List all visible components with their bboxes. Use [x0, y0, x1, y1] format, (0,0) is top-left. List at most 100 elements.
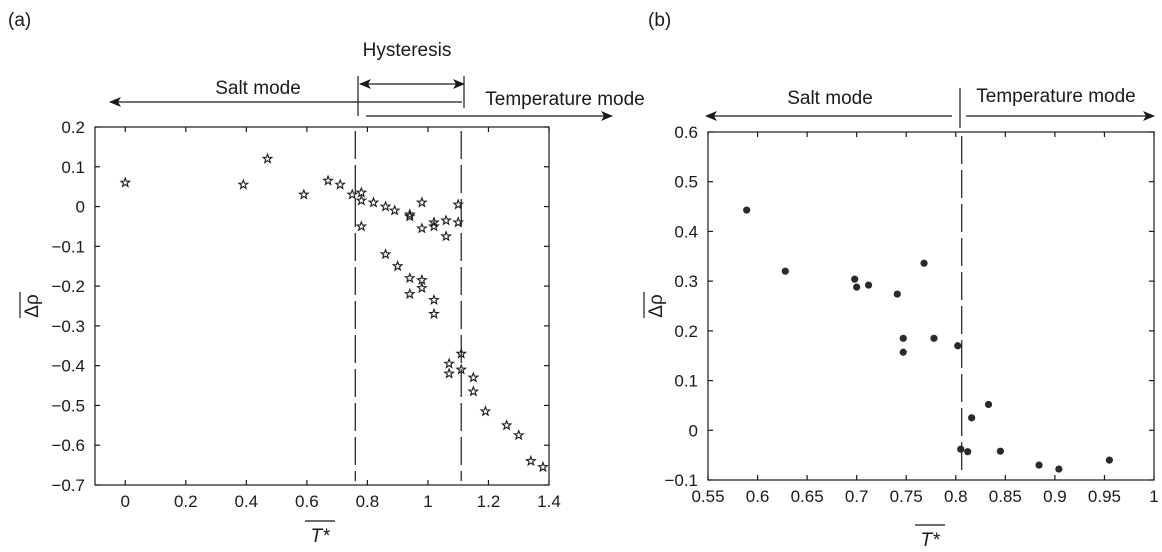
x-tick-label: 1.2 [477, 492, 501, 511]
x-axis-title-a: T* [311, 526, 331, 547]
data-point-star [261, 152, 274, 164]
plot-frame-b [707, 131, 1155, 481]
data-point-star [346, 188, 359, 200]
y-axis-title-b: Δρ [646, 294, 667, 318]
y-tick-label: −0.1 [664, 471, 698, 490]
data-point-dot [864, 281, 873, 289]
x-tick-label: 1 [423, 492, 432, 511]
data-point-dot [1055, 465, 1063, 473]
y-axis-title-a: Δρ [22, 294, 43, 318]
y-tick-label: 0.1 [674, 372, 698, 391]
y-tick-label: 0 [689, 421, 698, 440]
data-point-dot [899, 348, 907, 356]
salt-mode-label-b: Salt mode [787, 88, 873, 109]
y-tick-label: −0.3 [51, 317, 85, 336]
data-point-star [524, 454, 537, 467]
x-tick-label: 1.4 [537, 492, 561, 511]
y-tick-label: 0 [76, 198, 85, 217]
x-tick-label: 0.7 [845, 487, 869, 506]
y-tick-label: −0.2 [51, 277, 85, 296]
data-point-star [391, 260, 404, 272]
data-point-dot [781, 267, 789, 275]
data-point-star [500, 419, 513, 431]
data-point-star [297, 188, 310, 200]
data-point-star [334, 178, 347, 190]
y-tick-label: 0.5 [674, 173, 698, 192]
data-point-star [443, 357, 456, 369]
y-tick-label: 0.6 [674, 123, 698, 142]
data-point-star [455, 363, 468, 375]
data-point-star [440, 230, 452, 242]
data-point-star [355, 194, 368, 206]
data-point-dot [957, 445, 965, 453]
x-tick-label: 0.9 [1043, 487, 1067, 506]
panel-label-b: (b) [648, 10, 671, 31]
x-tick-label: 0 [121, 492, 130, 511]
data-point-star [428, 220, 440, 232]
data-point-dot [984, 400, 993, 409]
data-point-star [452, 198, 465, 210]
x-tick-label: 0.75 [890, 487, 923, 506]
x-tick-label: 0.8 [356, 492, 380, 511]
x-ticks-a: 0 0.2 0.4 0.6 0.8 1 1.2 1.4 [121, 127, 561, 511]
y-tick-label: 0.2 [674, 322, 698, 341]
data-point-star [512, 429, 525, 441]
data-point-star [367, 196, 380, 208]
data-point-star [403, 271, 416, 284]
data-point-star [403, 287, 416, 300]
data-point-star [467, 385, 480, 397]
y-tick-label: 0.4 [674, 222, 698, 241]
x-tick-label: 0.95 [1088, 487, 1121, 506]
data-point-star [537, 460, 549, 473]
data-point-star [455, 347, 468, 359]
data-point-dot [968, 414, 976, 422]
data-point-star [415, 196, 428, 208]
chart-panel-a: (a) 0 0.2 0.4 0.6 0.8 1 1.2 1.4 0.2 0.1 0 −0.1 −0.2… [8, 10, 645, 547]
temperature-mode-label-b: Temperature mode [976, 86, 1135, 107]
data-point-star [428, 293, 440, 306]
data-point-dot [851, 275, 859, 283]
data-point-star [415, 222, 428, 234]
data-point-star [440, 214, 453, 226]
data-point-star [428, 307, 440, 319]
y-tick-label: −0.7 [51, 476, 85, 495]
x-ticks-b: 0.55 0.6 0.65 0.7 0.75 0.8 0.85 0.9 0.95 1 [691, 132, 1159, 506]
y-tick-label: −0.5 [51, 396, 85, 415]
data-point-dot [1035, 461, 1043, 469]
plot-frame-a [94, 126, 550, 486]
salt-mode-label-a: Salt mode [215, 78, 301, 99]
data-point-star [388, 204, 401, 216]
y-tick-label: −0.4 [51, 357, 85, 376]
data-point-dot [930, 334, 938, 342]
y-ticks-a: 0.2 0.1 0 −0.1 −0.2 −0.3 −0.4 −0.5 −0.6 −0.7 [51, 118, 549, 495]
x-tick-label: 0.65 [791, 487, 824, 506]
data-point-dot [743, 206, 751, 214]
data-point-dot [893, 290, 901, 298]
data-point-star [322, 174, 334, 186]
thresholds-a [354, 131, 462, 481]
data-point-star [119, 176, 132, 188]
data-point-star [379, 248, 392, 260]
data-point-dot [996, 447, 1004, 455]
data-point-star [403, 210, 416, 222]
data-point-dot [853, 283, 861, 291]
data-point-star [479, 405, 492, 417]
data-points-b [743, 206, 1113, 473]
data-point-star [237, 178, 250, 190]
x-tick-label: 0.8 [944, 487, 968, 506]
data-point-star [415, 281, 428, 294]
data-point-dot [920, 259, 928, 267]
panel-label-a: (a) [8, 10, 31, 31]
data-point-star [428, 216, 440, 228]
y-tick-label: 0.1 [61, 158, 85, 177]
x-tick-label: 0.85 [989, 487, 1022, 506]
data-point-dot [899, 334, 907, 342]
x-tick-label: 0.2 [174, 492, 198, 511]
data-point-star [443, 367, 456, 379]
y-tick-label: −0.6 [51, 436, 85, 455]
y-tick-label: 0.2 [61, 118, 85, 137]
y-ticks-b: 0.6 0.5 0.4 0.3 0.2 0.1 0 −0.1 [664, 123, 1154, 490]
x-tick-label: 0.6 [746, 487, 770, 506]
x-tick-label: 0.4 [235, 492, 259, 511]
